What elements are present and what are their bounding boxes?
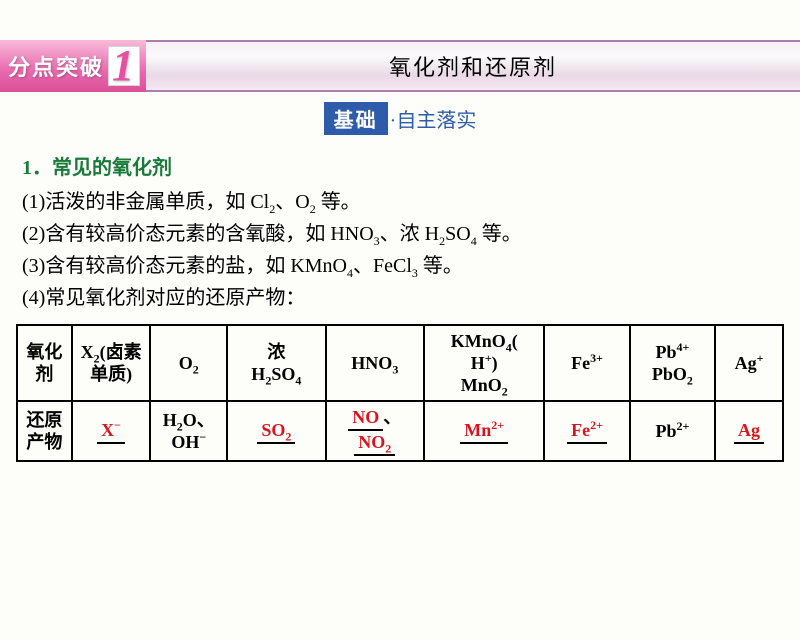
cell-NO-NO2: NO、NO2 (326, 401, 424, 461)
badge-label: 分点突破 (8, 50, 104, 82)
cell-Ag: Ag+ (715, 325, 783, 401)
cell-HNO3: HNO3 (326, 325, 424, 401)
cell-Pb2: Pb2+ (630, 401, 715, 461)
cell-Xminus: X− (72, 401, 151, 461)
cell-X2: X2(卤素单质) (72, 325, 151, 401)
subheader: 基础 ·自主落实 (0, 102, 800, 135)
cell-O2: O2 (150, 325, 227, 401)
section-heading: 1．常见的氧化剂 (22, 151, 778, 180)
oxidizer-table: 氧化剂 X2(卤素单质) O2 浓H2SO4 HNO3 KMnO4(H+)MnO… (16, 324, 784, 462)
cell-SO2: SO2 (227, 401, 325, 461)
cell-KMnO4: KMnO4(H+)MnO2 (424, 325, 544, 401)
badge-number: 1 (112, 48, 136, 84)
header-band: 分点突破 1 氧化剂和还原剂 (0, 40, 800, 92)
section-badge: 分点突破 1 (0, 40, 146, 92)
cell-Pb4: Pb4+PbO2 (630, 325, 715, 401)
item-4: (4)常见氧化剂对应的还原产物： (22, 282, 778, 314)
header-title: 氧化剂和还原剂 (146, 50, 800, 82)
sub-text: ·自主落实 (390, 104, 477, 133)
cell-H2SO4: 浓H2SO4 (227, 325, 325, 401)
table-row-products: 还原产物 X− H2O、OH− SO2 NO、NO2 Mn2+ Fe2+ Pb2… (17, 401, 783, 461)
item-1: (1)活泼的非金属单质，如 Cl2、O2 等。 (22, 186, 778, 218)
item-3: (3)含有较高价态元素的盐，如 KMnO4、FeCl3 等。 (22, 250, 778, 282)
cell-Mn2: Mn2+ (424, 401, 544, 461)
cell-Fe3: Fe3+ (544, 325, 629, 401)
item-2: (2)含有较高价态元素的含氧酸，如 HNO3、浓 H2SO4 等。 (22, 218, 778, 250)
cell-H2O-OH: H2O、OH− (150, 401, 227, 461)
content-area: 1．常见的氧化剂 (1)活泼的非金属单质，如 Cl2、O2 等。 (2)含有较高… (0, 135, 800, 314)
cell-product-label: 还原产物 (17, 401, 72, 461)
sub-badge: 基础 (324, 102, 388, 135)
badge-number-box: 1 (108, 46, 140, 86)
cell-Fe2: Fe2+ (544, 401, 629, 461)
table-row-header: 氧化剂 X2(卤素单质) O2 浓H2SO4 HNO3 KMnO4(H+)MnO… (17, 325, 783, 401)
cell-oxidizer-label: 氧化剂 (17, 325, 72, 401)
cell-Ag0: Ag (715, 401, 783, 461)
